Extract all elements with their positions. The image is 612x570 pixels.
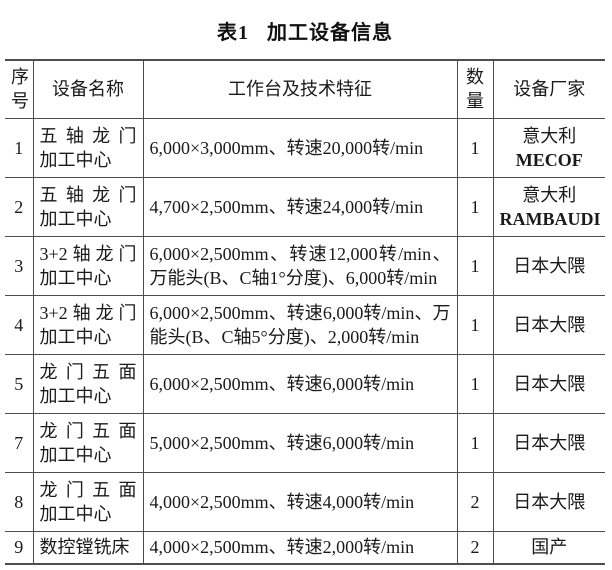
header-worktable-features: 工作台及技术特征	[142, 60, 458, 119]
table-row: 4 3+2轴龙门 加工中心 6,000×2,500mm、转速6,000转/min、万能…	[5, 295, 605, 355]
cell-manufacturer: 日本大隈	[492, 472, 605, 532]
cell-manufacturer: 意大利 MECOF	[492, 118, 605, 178]
cell-worktable-features: 5,000×2,500mm、转速6,000转/min	[142, 413, 458, 473]
cell-equipment-name: 3+2轴龙门 加工中心	[32, 295, 144, 355]
cell-manufacturer: 日本大隈	[492, 413, 605, 473]
table-row: 5 龙门五面 加工中心 6,000×2,500mm、转速6,000转/min 1 日本大隈	[5, 354, 605, 414]
cell-serial-number: 2	[5, 177, 34, 237]
table-row: 9 数控镗铣床 4,000×2,500mm、转速2,000转/min 2 国产	[5, 531, 605, 565]
equipment-table-body: 1 五轴龙门 加工中心 6,000×3,000mm、转速20,000转/min 1 意大利…	[5, 118, 605, 565]
header-quantity: 数 量	[456, 60, 494, 119]
cell-worktable-features: 4,000×2,500mm、转速2,000转/min	[142, 531, 458, 565]
table-row: 8 龙门五面 加工中心 4,000×2,500mm、转速4,000转/min 2 日本大隈	[5, 472, 605, 532]
table-row: 2 五轴龙门 加工中心 4,700×2,500mm、转速24,000转/min 1 意大利…	[5, 177, 605, 237]
table-header-row: 序 号 设备名称 工作台及技术特征 数 量 设备厂家	[5, 60, 605, 119]
table-row: 3 3+2轴龙门 加工中心 6,000×2,500mm、转速12,000转/min、万…	[5, 236, 605, 296]
cell-serial-number: 4	[5, 295, 34, 355]
header-serial-number: 序 号	[5, 60, 34, 119]
cell-manufacturer: 意大利 RAMBAUDI	[492, 177, 605, 237]
cell-quantity: 1	[456, 354, 494, 414]
table-row: 1 五轴龙门 加工中心 6,000×3,000mm、转速20,000转/min 1 意大利…	[5, 118, 605, 178]
cell-worktable-features: 6,000×2,500mm、转速6,000转/min	[142, 354, 458, 414]
cell-quantity: 1	[456, 295, 494, 355]
table-title-text: 加工设备信息	[267, 22, 393, 44]
cell-quantity: 1	[456, 413, 494, 473]
cell-worktable-features: 6,000×3,000mm、转速20,000转/min	[142, 118, 458, 178]
cell-serial-number: 8	[5, 472, 34, 532]
cell-serial-number: 9	[5, 531, 34, 565]
table-row: 7 龙门五面 加工中心 5,000×2,500mm、转速6,000转/min 1 日本大隈	[5, 413, 605, 473]
cell-manufacturer: 日本大隈	[492, 354, 605, 414]
cell-equipment-name: 五轴龙门 加工中心	[32, 177, 144, 237]
cell-manufacturer: 日本大隈	[492, 295, 605, 355]
cell-quantity: 2	[456, 472, 494, 532]
page-title: 表1 加工设备信息	[5, 16, 605, 45]
cell-quantity: 1	[456, 177, 494, 237]
cell-equipment-name: 五轴龙门 加工中心	[32, 118, 144, 178]
cell-serial-number: 5	[5, 354, 34, 414]
cell-equipment-name: 数控镗铣床	[32, 531, 144, 565]
equipment-table: 序 号 设备名称 工作台及技术特征 数 量 设备厂家 1 五轴龙门 加工中心 6,00…	[5, 59, 605, 565]
table-number-label: 表1	[217, 22, 249, 44]
cell-manufacturer: 国产	[492, 531, 605, 565]
cell-equipment-name: 3+2轴龙门 加工中心	[32, 236, 144, 296]
cell-manufacturer: 日本大隈	[492, 236, 605, 296]
cell-equipment-name: 龙门五面 加工中心	[32, 472, 144, 532]
cell-serial-number: 3	[5, 236, 34, 296]
cell-quantity: 2	[456, 531, 494, 565]
cell-equipment-name: 龙门五面 加工中心	[32, 413, 144, 473]
cell-quantity: 1	[456, 236, 494, 296]
header-manufacturer: 设备厂家	[492, 60, 605, 119]
cell-worktable-features: 6,000×2,500mm、转速6,000转/min、万 能头(B、C轴5°分度)…	[142, 295, 458, 355]
header-equipment-name: 设备名称	[32, 60, 144, 119]
cell-worktable-features: 6,000×2,500mm、转速12,000转/min、 万能头(B、C轴1°分度…	[142, 236, 458, 296]
cell-serial-number: 1	[5, 118, 34, 178]
cell-serial-number: 7	[5, 413, 34, 473]
cell-equipment-name: 龙门五面 加工中心	[32, 354, 144, 414]
cell-worktable-features: 4,700×2,500mm、转速24,000转/min	[142, 177, 458, 237]
cell-quantity: 1	[456, 118, 494, 178]
cell-worktable-features: 4,000×2,500mm、转速4,000转/min	[142, 472, 458, 532]
